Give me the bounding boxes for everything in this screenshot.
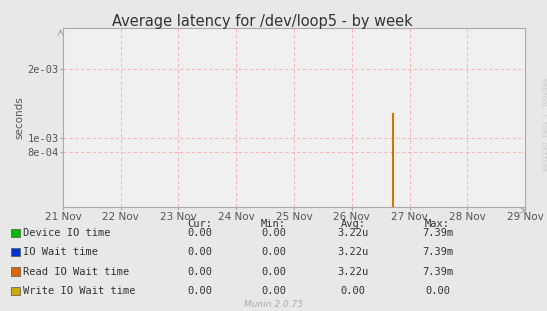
Text: Avg:: Avg: (340, 219, 365, 229)
Text: Write IO Wait time: Write IO Wait time (23, 286, 136, 296)
Text: 0.00: 0.00 (187, 267, 212, 276)
Text: Munin 2.0.75: Munin 2.0.75 (244, 300, 303, 309)
Text: 0.00: 0.00 (187, 247, 212, 257)
Text: 0.00: 0.00 (340, 286, 365, 296)
Text: 0.00: 0.00 (187, 286, 212, 296)
Text: 0.00: 0.00 (261, 286, 286, 296)
Text: RRDTOOL / TOBI OETIKER: RRDTOOL / TOBI OETIKER (540, 78, 546, 171)
Text: 3.22u: 3.22u (337, 247, 369, 257)
Text: 3.22u: 3.22u (337, 267, 369, 276)
Y-axis label: seconds: seconds (15, 96, 25, 139)
Text: 0.00: 0.00 (261, 247, 286, 257)
Text: Max:: Max: (425, 219, 450, 229)
Text: 0.00: 0.00 (261, 267, 286, 276)
Text: Min:: Min: (261, 219, 286, 229)
Text: 7.39m: 7.39m (422, 228, 453, 238)
Text: 3.22u: 3.22u (337, 228, 369, 238)
Text: 7.39m: 7.39m (422, 247, 453, 257)
Text: 0.00: 0.00 (187, 228, 212, 238)
Text: IO Wait time: IO Wait time (23, 247, 98, 257)
Text: Cur:: Cur: (187, 219, 212, 229)
Text: Average latency for /dev/loop5 - by week: Average latency for /dev/loop5 - by week (112, 14, 413, 29)
Text: Device IO time: Device IO time (23, 228, 110, 238)
Text: 7.39m: 7.39m (422, 267, 453, 276)
Text: 0.00: 0.00 (261, 228, 286, 238)
Text: 0.00: 0.00 (425, 286, 450, 296)
Text: Read IO Wait time: Read IO Wait time (23, 267, 129, 276)
